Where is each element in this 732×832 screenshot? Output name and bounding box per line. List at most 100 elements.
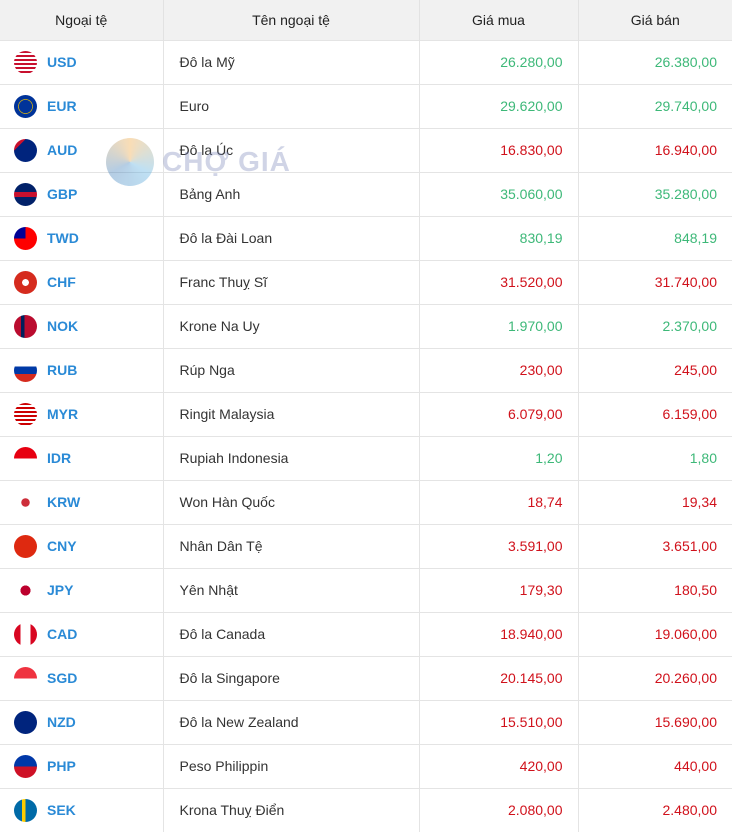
buy-price: 420,00 xyxy=(419,743,579,788)
table-row: EUR Euro 29.620,00 29.740,00 xyxy=(0,83,732,128)
table-row: JPY Yên Nhật 179,30 180,50 xyxy=(0,567,732,612)
sell-price: 1,80 xyxy=(578,435,732,480)
flag-aud-icon xyxy=(14,138,37,162)
currency-name: Đô la New Zealand xyxy=(163,699,420,744)
currency-code[interactable]: SEK xyxy=(47,802,76,819)
currency-code[interactable]: EUR xyxy=(47,98,77,114)
currency-cell: NZD xyxy=(0,699,164,744)
buy-price: 1,20 xyxy=(419,435,579,480)
currency-cell: PHP xyxy=(0,743,164,788)
currency-name: Đô la Úc xyxy=(163,127,420,172)
buy-price: 230,00 xyxy=(419,347,579,392)
header-buy[interactable]: Giá mua xyxy=(419,0,579,40)
flag-rub-icon xyxy=(14,358,37,382)
sell-price: 31.740,00 xyxy=(578,259,732,304)
currency-cell: IDR xyxy=(0,435,164,480)
flag-sek-icon xyxy=(14,798,37,822)
currency-name: Đô la Singapore xyxy=(163,655,420,700)
currency-name: Nhân Dân Tệ xyxy=(163,523,420,568)
sell-price: 440,00 xyxy=(578,743,732,788)
currency-cell: JPY xyxy=(0,567,164,612)
currency-code[interactable]: TWD xyxy=(47,230,79,246)
currency-code[interactable]: CAD xyxy=(47,626,78,642)
currency-name: Yên Nhật xyxy=(163,567,420,612)
currency-cell: CHF xyxy=(0,259,164,304)
currency-cell: GBP xyxy=(0,171,164,216)
table-row: PHP Peso Philippin 420,00 440,00 xyxy=(0,743,732,788)
currency-cell: EUR xyxy=(0,83,164,128)
currency-cell: SEK xyxy=(0,787,164,832)
buy-price: 15.510,00 xyxy=(419,699,579,744)
table-row: SGD Đô la Singapore 20.145,00 20.260,00 xyxy=(0,655,732,700)
table-header: Ngoại tệ Tên ngoại tệ Giá mua Giá bán xyxy=(0,0,732,40)
currency-code[interactable]: RUB xyxy=(47,362,78,378)
header-sell[interactable]: Giá bán xyxy=(578,0,732,40)
buy-price: 16.830,00 xyxy=(419,127,579,172)
currency-code[interactable]: JPY xyxy=(47,582,74,598)
currency-cell: USD xyxy=(0,39,164,84)
currency-code[interactable]: CHF xyxy=(47,274,76,290)
sell-price: 29.740,00 xyxy=(578,83,732,128)
flag-gbp-icon xyxy=(14,182,37,206)
currency-cell: MYR xyxy=(0,391,164,436)
flag-nzd-icon xyxy=(14,710,37,734)
sell-price: 2.370,00 xyxy=(578,303,732,348)
table-row: CHF Franc Thuỵ Sĩ 31.520,00 31.740,00 xyxy=(0,259,732,304)
flag-jpy-icon xyxy=(14,578,37,602)
currency-code[interactable]: CNY xyxy=(47,538,77,554)
flag-twd-icon xyxy=(14,226,37,250)
currency-name: Đô la Mỹ xyxy=(163,39,420,84)
buy-price: 2.080,00 xyxy=(419,787,579,832)
header-code[interactable]: Ngoại tệ xyxy=(0,0,164,40)
table-row: GBP Bảng Anh 35.060,00 35.280,00 xyxy=(0,171,732,216)
buy-price: 29.620,00 xyxy=(419,83,579,128)
currency-cell: AUD xyxy=(0,127,164,172)
buy-price: 6.079,00 xyxy=(419,391,579,436)
currency-name: Đô la Canada xyxy=(163,611,420,656)
sell-price: 245,00 xyxy=(578,347,732,392)
flag-idr-icon xyxy=(14,446,37,470)
flag-eur-icon xyxy=(14,94,37,118)
header-name[interactable]: Tên ngoại tệ xyxy=(163,0,420,40)
currency-code[interactable]: IDR xyxy=(47,450,72,466)
currency-name: Krone Na Uy xyxy=(163,303,420,348)
sell-price: 35.280,00 xyxy=(578,171,732,216)
currency-name: Rupiah Indonesia xyxy=(163,435,420,480)
flag-cad-icon xyxy=(14,622,37,646)
currency-cell: CNY xyxy=(0,523,164,568)
sell-price: 16.940,00 xyxy=(578,127,732,172)
buy-price: 18,74 xyxy=(419,479,579,524)
currency-code[interactable]: SGD xyxy=(47,670,78,686)
table-row: RUB Rúp Nga 230,00 245,00 xyxy=(0,347,732,392)
buy-price: 26.280,00 xyxy=(419,39,579,84)
currency-cell: SGD xyxy=(0,655,164,700)
currency-code[interactable]: USD xyxy=(47,54,77,70)
table-row: CNY Nhân Dân Tệ 3.591,00 3.651,00 xyxy=(0,523,732,568)
currency-code[interactable]: AUD xyxy=(47,142,78,158)
currency-code[interactable]: MYR xyxy=(47,406,79,422)
table-row: TWD Đô la Đài Loan 830,19 848,19 xyxy=(0,215,732,260)
currency-code[interactable]: NOK xyxy=(47,318,79,334)
currency-name: Won Hàn Quốc xyxy=(163,479,420,524)
currency-code[interactable]: PHP xyxy=(47,758,76,774)
flag-usd-icon xyxy=(14,50,37,74)
table-row: MYR Ringit Malaysia 6.079,00 6.159,00 xyxy=(0,391,732,436)
currency-name: Peso Philippin xyxy=(163,743,420,788)
currency-name: Bảng Anh xyxy=(163,171,420,216)
flag-chf-icon xyxy=(14,270,37,294)
table-row: AUD Đô la Úc 16.830,00 16.940,00 xyxy=(0,127,732,172)
currency-name: Rúp Nga xyxy=(163,347,420,392)
currency-code[interactable]: GBP xyxy=(47,186,78,202)
currency-name: Euro xyxy=(163,83,420,128)
currency-cell: NOK xyxy=(0,303,164,348)
currency-code[interactable]: KRW xyxy=(47,494,81,510)
flag-myr-icon xyxy=(14,402,37,426)
currency-code[interactable]: NZD xyxy=(47,714,76,730)
currency-cell: TWD xyxy=(0,215,164,260)
table-row: NOK Krone Na Uy 1.970,00 2.370,00 xyxy=(0,303,732,348)
currency-cell: KRW xyxy=(0,479,164,524)
buy-price: 20.145,00 xyxy=(419,655,579,700)
buy-price: 31.520,00 xyxy=(419,259,579,304)
sell-price: 15.690,00 xyxy=(578,699,732,744)
currency-cell: CAD xyxy=(0,611,164,656)
